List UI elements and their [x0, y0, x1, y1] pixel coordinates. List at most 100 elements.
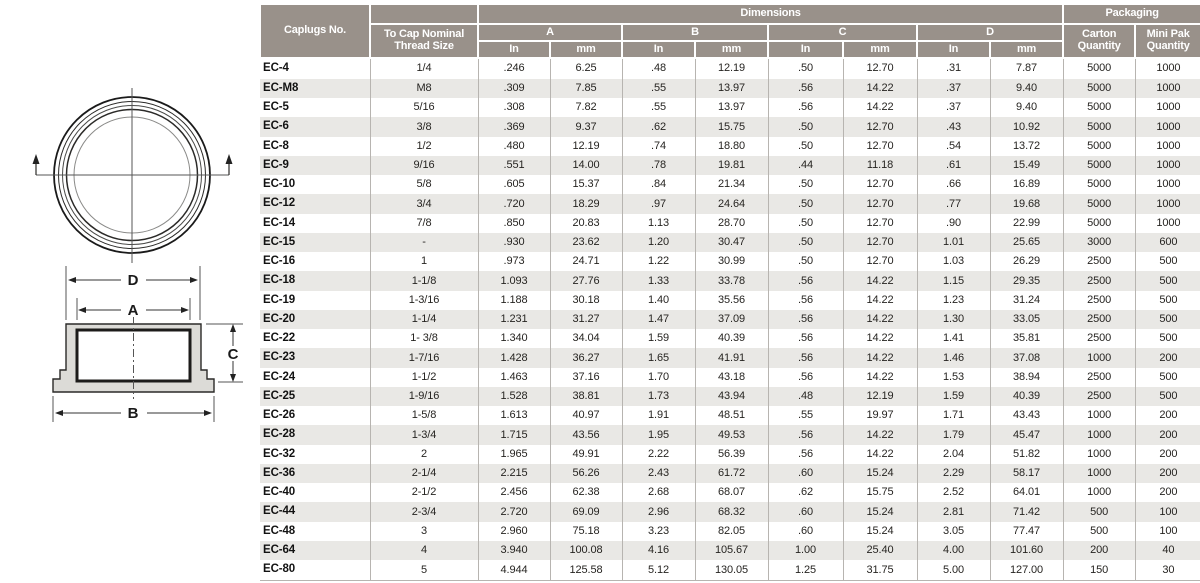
table-row: EC-24 1-1/2 1.463 37.16 1.70 43.18.56 14.22 1.5…	[260, 367, 1200, 387]
cell-c_mm: 12.70	[842, 117, 917, 137]
cell-c_mm: 14.22	[842, 348, 917, 368]
cell-d_in: .90	[916, 213, 990, 233]
cell-a_in: .308	[477, 98, 550, 118]
cell-thread: 1-7/16	[369, 348, 478, 368]
cell-carton: 1000	[1062, 444, 1136, 464]
cell-a_mm: 6.25	[549, 57, 622, 79]
cell-c_mm: 12.70	[842, 175, 917, 195]
cell-c_mm: 14.22	[842, 329, 917, 349]
cell-d_in: 2.29	[916, 463, 990, 484]
cell-a_in: 2.720	[477, 502, 550, 522]
cell-thread: 7/8	[369, 213, 478, 233]
caplugs-no-cell: EC-40	[263, 486, 296, 499]
table-row: EC-10 5/8.605 15.37.84 21.34.50 12.70.66 16.8…	[260, 175, 1200, 195]
cell-d_mm: 33.05	[989, 309, 1064, 330]
cell-a_mm: 7.82	[549, 98, 622, 118]
dim-label-d: D	[128, 272, 139, 289]
cell-d_in: .37	[916, 98, 990, 118]
cell-b_in: 2.96	[621, 502, 695, 522]
header-minipak-qty: Mini Pak Quantity	[1134, 23, 1200, 59]
cell-c_in: .56	[767, 444, 843, 464]
cell-carton: 5000	[1062, 98, 1136, 118]
cell-a_in: 2.456	[477, 483, 550, 503]
caplugs-no-cell: EC-22	[263, 332, 296, 345]
cell-b_mm: 105.67	[694, 540, 768, 561]
caplugs-no-cell: EC-25	[263, 389, 296, 402]
cell-b_mm: 30.99	[694, 252, 768, 272]
cell-d_mm: 51.82	[989, 444, 1064, 464]
caplugs-no-cell: EC-12	[263, 197, 296, 210]
cell-d_mm: 22.99	[989, 213, 1064, 233]
cell-d_in: 2.81	[916, 502, 990, 522]
cell-c_mm: 15.75	[842, 483, 917, 503]
cell-mini: 200	[1134, 483, 1200, 503]
cell-b_mm: 13.97	[694, 98, 768, 118]
cell-c_mm: 12.70	[842, 194, 917, 214]
table-row: EC-12 3/4.720 18.29.97 24.64.50 12.70.77 19.6…	[260, 194, 1200, 214]
cell-b_mm: 33.78	[694, 271, 768, 291]
cell-a_mm: 27.76	[549, 271, 622, 291]
cell-d_mm: 10.92	[989, 117, 1064, 137]
table-row: EC-14 7/8.850 20.83 1.13 28.70.50 12.70.90 22.…	[260, 213, 1200, 233]
cell-carton: 1000	[1062, 406, 1136, 426]
caplugs-no-cell: EC-80	[260, 560, 370, 582]
cell-carton: 500	[1062, 502, 1136, 522]
cell-b_mm: 68.32	[694, 502, 768, 522]
caplugs-no-cell: EC-48	[263, 524, 296, 537]
cell-c_in: .50	[767, 252, 843, 272]
dim-label-c: C	[228, 346, 239, 363]
cell-d_in: .77	[916, 194, 990, 214]
cell-a_in: 2.960	[477, 521, 550, 541]
caplugs-no-cell: EC-6	[263, 120, 289, 133]
cell-carton: 2500	[1062, 290, 1136, 310]
table-row: EC-16 1.973 24.71 1.22 30.99.50 12.70 1.03 26.2…	[260, 252, 1200, 272]
cell-c_mm: 15.24	[842, 502, 917, 522]
caplugs-no-cell: EC-64	[263, 543, 296, 556]
cell-b_mm: 43.94	[694, 386, 768, 407]
cell-b_mm: 13.97	[694, 78, 768, 99]
cell-a_mm: 69.09	[549, 502, 622, 522]
cell-c_in: .60	[767, 502, 843, 522]
cell-c_mm: 15.24	[842, 521, 917, 541]
header-spacer	[369, 3, 479, 25]
cell-d_mm: 9.40	[989, 98, 1064, 118]
cell-b_in: 1.33	[621, 271, 695, 291]
cell-b_in: 5.12	[621, 560, 695, 582]
dim-label-b: B	[128, 405, 139, 422]
cell-b_in: 1.70	[621, 367, 695, 387]
cell-d_mm: 7.87	[989, 57, 1064, 79]
cell-b_in: 1.13	[621, 213, 695, 233]
caplugs-no-cell: EC-5	[263, 101, 289, 114]
table-row: EC-64 4 3.940 100.08 4.16 105.67 1.00 25.40 4.00…	[260, 540, 1200, 561]
header-dim-c: C	[767, 23, 918, 42]
cell-d_in: .31	[916, 57, 990, 79]
table-row: EC-26 1-5/8 1.613 40.97 1.91 48.51.55 19.97 1.7…	[260, 406, 1200, 426]
cell-c_mm: 31.75	[842, 560, 917, 582]
cell-mini: 1000	[1134, 194, 1200, 214]
cell-b_in: .55	[621, 78, 695, 99]
cell-b_in: 1.20	[621, 232, 695, 253]
cell-d_in: .37	[916, 78, 990, 99]
cell-thread: 9/16	[369, 155, 478, 176]
table-row: EC-48 3 2.960 75.18 3.23 82.05.60 15.24 3.05 77.…	[260, 521, 1200, 541]
table-row: EC-28 1-3/4 1.715 43.56 1.95 49.53.56 14.22 1.7…	[260, 425, 1200, 445]
cell-a_in: 1.188	[477, 290, 550, 310]
cell-a_in: 1.340	[477, 329, 550, 349]
cell-a_mm: 34.04	[549, 329, 622, 349]
cell-carton: 5000	[1062, 194, 1136, 214]
cell-a_mm: 62.38	[549, 483, 622, 503]
cell-b_in: .62	[621, 117, 695, 137]
cell-a_mm: 12.19	[549, 136, 622, 156]
caplugs-no-cell: EC-26	[263, 409, 296, 422]
cell-b_mm: 43.18	[694, 367, 768, 387]
cell-b_mm: 15.75	[694, 117, 768, 137]
cell-mini: 1000	[1134, 78, 1200, 99]
cell-c_in: .60	[767, 463, 843, 484]
cell-mini: 1000	[1134, 175, 1200, 195]
header-d-in: In	[916, 40, 991, 59]
table-row: EC-44 2-3/4 2.720 69.09 2.96 68.32.60 15.24 2.8…	[260, 502, 1200, 522]
cell-b_in: 1.73	[621, 386, 695, 407]
table-row: EC-9 9/16.551 14.00.78 19.81.44 11.18.61 15.4…	[260, 155, 1200, 176]
cell-d_mm: 31.24	[989, 290, 1064, 310]
cell-d_in: 2.52	[916, 483, 990, 503]
